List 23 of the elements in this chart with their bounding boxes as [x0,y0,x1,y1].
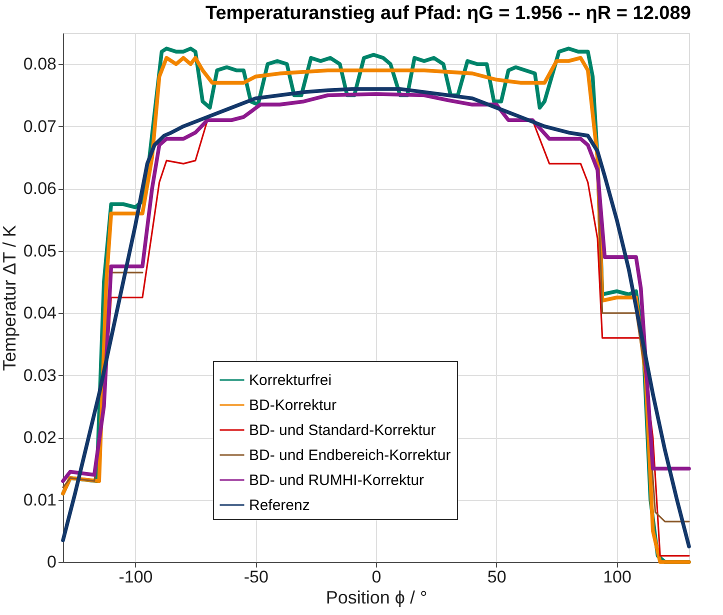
y-tick-label: 0 [47,552,56,572]
legend-label: Korrekturfrei [249,372,332,389]
y-tick-label: 0.08 [23,54,56,74]
legend-label: BD- und RUMHI-Korrektur [249,472,424,489]
legend-label: Referenz [249,497,310,514]
y-axis-title: Temperatur ΔT / K [0,225,20,371]
legend-label: BD-Korrektur [249,397,337,414]
y-tick-label: 0.07 [23,116,56,136]
x-tick-label: 100 [603,568,632,586]
y-tick-label: 0.05 [23,241,56,260]
x-tick-label: -100 [118,568,153,586]
x-axis-title: Position ϕ / ° [326,588,428,608]
x-tick-label: 50 [487,568,506,586]
legend-label: BD- und Endbereich-Korrektur [249,447,451,464]
y-tick-label: 0.06 [23,179,56,198]
legend-label: BD- und Standard-Korrektur [249,422,436,439]
x-tick-label: -50 [244,568,268,586]
chart-title: Temperaturanstieg auf Pfad: ηG = 1.956 -- ηR = 12.089 [206,3,691,24]
y-tick-label: 0.01 [23,490,56,510]
y-tick-label: 0.03 [23,366,56,385]
y-tick-label: 0.02 [23,428,56,448]
y-tick-label: 0.04 [23,304,56,323]
x-tick-label: 0 [372,568,382,586]
